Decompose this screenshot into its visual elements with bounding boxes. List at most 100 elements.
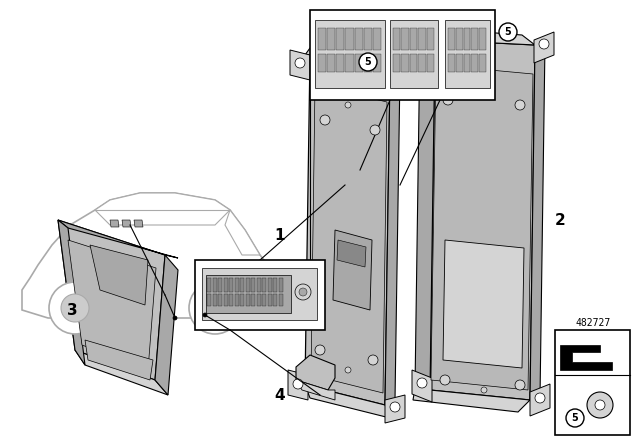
- Bar: [463, 54, 470, 72]
- Circle shape: [295, 284, 311, 300]
- Bar: [373, 54, 381, 72]
- Bar: [479, 54, 486, 72]
- Bar: [373, 28, 381, 50]
- Bar: [246, 294, 250, 306]
- Text: 4: 4: [275, 388, 285, 402]
- Bar: [310, 10, 495, 100]
- Circle shape: [295, 58, 305, 68]
- Text: 2: 2: [555, 212, 565, 228]
- Polygon shape: [443, 240, 524, 368]
- Bar: [262, 294, 266, 306]
- Circle shape: [201, 294, 229, 322]
- Bar: [336, 54, 344, 72]
- Bar: [212, 294, 216, 306]
- Polygon shape: [58, 220, 165, 380]
- Circle shape: [443, 95, 453, 105]
- Polygon shape: [90, 245, 148, 305]
- Polygon shape: [122, 220, 131, 227]
- Circle shape: [370, 125, 380, 135]
- Bar: [223, 278, 227, 292]
- Polygon shape: [288, 370, 308, 400]
- Polygon shape: [418, 27, 535, 45]
- Polygon shape: [413, 388, 530, 412]
- Bar: [456, 28, 463, 50]
- Bar: [410, 28, 417, 50]
- Circle shape: [189, 282, 241, 334]
- Polygon shape: [305, 55, 390, 405]
- Bar: [240, 294, 244, 306]
- Bar: [472, 54, 478, 72]
- Circle shape: [345, 102, 351, 108]
- Bar: [223, 294, 227, 306]
- Bar: [401, 28, 409, 50]
- Text: 5: 5: [504, 27, 511, 37]
- Circle shape: [566, 409, 584, 427]
- Circle shape: [49, 282, 101, 334]
- Polygon shape: [110, 220, 119, 227]
- Polygon shape: [385, 395, 405, 423]
- Bar: [448, 28, 455, 50]
- Bar: [207, 278, 211, 292]
- Bar: [234, 294, 239, 306]
- Circle shape: [320, 115, 330, 125]
- Polygon shape: [305, 48, 390, 75]
- Polygon shape: [413, 28, 433, 62]
- Polygon shape: [296, 380, 335, 400]
- Bar: [346, 54, 353, 72]
- Bar: [202, 268, 317, 320]
- Bar: [195, 260, 325, 330]
- Bar: [390, 20, 438, 88]
- Bar: [479, 28, 486, 50]
- Bar: [251, 278, 255, 292]
- Circle shape: [390, 402, 400, 412]
- Bar: [246, 278, 250, 292]
- Circle shape: [417, 378, 427, 388]
- Polygon shape: [311, 85, 387, 393]
- Circle shape: [345, 367, 351, 373]
- Bar: [207, 294, 211, 306]
- Polygon shape: [534, 32, 554, 63]
- Bar: [401, 54, 409, 72]
- Circle shape: [418, 37, 428, 47]
- Bar: [251, 294, 255, 306]
- Bar: [273, 294, 277, 306]
- Bar: [212, 278, 216, 292]
- Bar: [336, 28, 344, 50]
- Bar: [393, 28, 401, 50]
- Polygon shape: [225, 210, 260, 255]
- Bar: [410, 54, 417, 72]
- Bar: [355, 54, 363, 72]
- Circle shape: [535, 393, 545, 403]
- Bar: [427, 28, 434, 50]
- Polygon shape: [337, 240, 366, 267]
- Circle shape: [481, 387, 487, 393]
- Polygon shape: [58, 220, 85, 365]
- Bar: [218, 294, 222, 306]
- Circle shape: [587, 392, 613, 418]
- Bar: [318, 28, 326, 50]
- Bar: [257, 278, 260, 292]
- Bar: [393, 54, 401, 72]
- Polygon shape: [296, 355, 335, 390]
- Circle shape: [368, 355, 378, 365]
- Bar: [262, 278, 266, 292]
- Text: 1: 1: [275, 228, 285, 242]
- Circle shape: [61, 294, 89, 322]
- Bar: [448, 54, 455, 72]
- Polygon shape: [430, 40, 535, 400]
- Bar: [278, 294, 282, 306]
- Polygon shape: [333, 230, 372, 310]
- Polygon shape: [95, 193, 230, 225]
- Bar: [418, 54, 426, 72]
- Bar: [327, 54, 335, 72]
- Polygon shape: [68, 240, 156, 370]
- Circle shape: [359, 53, 377, 71]
- Bar: [364, 54, 372, 72]
- Polygon shape: [155, 255, 178, 395]
- Polygon shape: [58, 220, 178, 258]
- Polygon shape: [290, 50, 310, 80]
- Polygon shape: [75, 350, 168, 395]
- Bar: [234, 278, 239, 292]
- Text: 5: 5: [365, 57, 371, 67]
- Bar: [257, 294, 260, 306]
